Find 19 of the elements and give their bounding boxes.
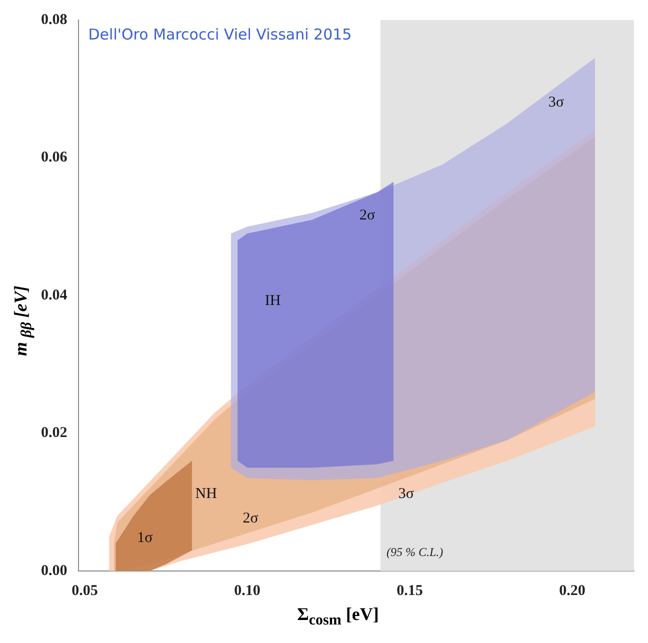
x-tick-label: 0.15 xyxy=(396,582,423,599)
x-tick-label: 0.20 xyxy=(559,582,586,599)
y-tick-label: 0.00 xyxy=(41,562,68,579)
annotation: NH xyxy=(195,486,218,502)
annotation: 3σ xyxy=(398,486,414,502)
y-tick-label: 0.02 xyxy=(41,425,68,442)
x-axis-title: Σ$_{cosm}$ [eV] xyxy=(296,604,380,630)
y-tick-label: 0.06 xyxy=(41,150,68,166)
x-tick-label: 0.05 xyxy=(72,582,98,599)
annotation: 2σ xyxy=(242,510,258,527)
annotation: 1σ xyxy=(137,530,153,546)
y-tick-label: 0.04 xyxy=(41,287,68,304)
annotation: IH xyxy=(264,292,281,309)
annotation: Dell'Oro Marcocci Viel Vissani 2015 xyxy=(88,25,352,44)
x-tick-label: 0.10 xyxy=(234,582,260,599)
band-label: (95 % C.L.) xyxy=(386,545,444,560)
annotation: 2σ xyxy=(359,208,376,224)
y-tick-label: 0.08 xyxy=(41,12,68,28)
annotation: 3σ xyxy=(548,94,564,111)
